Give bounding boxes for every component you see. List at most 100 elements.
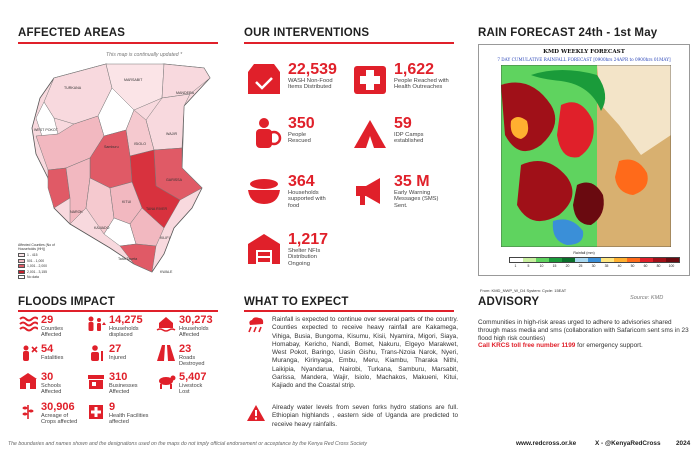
scale-swatch [575,258,588,262]
person-cross-icon [23,345,38,361]
heading-divider [244,42,454,44]
county-label: TURKANA [64,86,82,90]
forecast-rain-patch [510,117,529,139]
cow-icon [159,375,176,389]
impact-crops-affected: 30,906 Acreage of Crops affected [18,402,81,425]
advisory-text: Communities in high-risk areas urged to … [478,319,689,342]
forecast-rain-east [615,159,648,195]
stat-label: Early Warning Messages (SMS) Sent. [394,190,439,209]
stat-value: 30 [41,371,54,383]
stat-value: 29 [41,314,54,326]
legend-label: No data [27,275,39,280]
expect-rainfall: Rainfall is expected to continue over se… [246,316,458,391]
legend-swatch [18,269,25,274]
stat-label: IDP Camps established [394,132,424,145]
injured-person-icon [91,345,103,361]
stat-value: 1,217 [288,231,329,248]
scale-tick-label: 30 [591,264,596,268]
forecast-rain-patch-south [552,219,584,245]
stat-label: Injured [109,355,127,361]
legend-label: 1 - 415 [27,253,38,257]
legend-item: No data [18,275,64,280]
scale-swatch [601,258,614,262]
stat-label: Households displaced [109,326,139,339]
what-to-expect-heading: WHAT TO EXPECT [244,296,349,308]
legend-swatch [18,253,25,257]
county-label: KITUI [122,200,132,204]
advisory-call: Call KRCS toll free number 1199 for emer… [478,342,690,350]
food-bowl-icon [248,179,280,204]
legend-item: 1,001 - 2,000 [18,264,64,269]
intervention-people-rescued: 350 People Rescued [246,116,328,150]
medical-cross-icon [354,66,386,94]
impact-schools-affected: 30 Schools Affected [18,372,75,395]
stat-label: Health Facilities affected [109,413,149,426]
warning-icon [247,405,265,421]
forecast-color-scale [509,257,680,263]
stat-label: Livestock Lost [179,383,203,396]
county-label: MANDERA [176,91,194,95]
stat-value: 14,275 [109,314,143,326]
rain-cloud-icon [248,317,264,333]
forecast-title: KMD WEEKLY FORECAST [543,49,625,55]
legend-label: 1,001 - 2,000 [27,264,47,269]
county-label: ISIOLO [134,142,146,146]
forecast-rainfall-field [501,65,671,247]
displaced-family-icon [88,316,106,331]
expect-rainfall-text: Rainfall is expected to continue over se… [272,316,458,390]
stat-value: 1,622 [394,61,435,78]
scale-swatch [549,258,562,262]
map-update-note: This map is continually updated * [106,52,183,58]
footer-disclaimer: The boundaries and names shown and the d… [8,441,368,447]
intervention-idp-camps: 59 IDP Camps established [352,116,434,150]
county-label: KAJIADO [94,226,110,230]
impact-households-displaced: 14,275 Households displaced [86,315,149,338]
intervention-wash-nfi: 22,539 WASH Non-Food Items Distributed [246,62,344,96]
scale-swatch [653,258,666,262]
map-legend: Affected Counties (No of Households (HH)… [18,243,64,281]
scale-swatch [666,258,679,262]
scale-tick-label: 20 [565,264,570,268]
stat-label: Households supported with food [288,190,326,209]
scale-swatch [562,258,575,262]
intervention-food-support: 364 Households supported with food [246,174,332,209]
affected-areas-heading: AFFECTED AREAS [18,27,126,39]
county-label: Taita Taveta [118,257,138,261]
county-label: WEST POKOT [34,128,58,132]
stat-value: 35 M [394,173,430,190]
stat-label: Acreage of Crops affected [41,413,78,426]
intervention-health-outreach: 1,622 People Reached with Health Outreach… [352,62,456,96]
impact-injured: 27 Injured [86,344,143,362]
advisory-heading: ADVISORY [478,296,540,308]
legend-label: 501 - 1,000 [27,258,45,263]
stat-label: WASH Non-Food Items Distributed [288,78,333,91]
stat-label: Businesses Affected [109,383,138,396]
forecast-source: Source: KMD [630,295,664,301]
interventions-heading: OUR INTERVENTIONS [244,27,370,39]
scale-tick-label: 5 [527,264,530,268]
legend-swatch [18,258,25,263]
stat-value: 23 [179,343,192,355]
stat-value: 27 [109,343,122,355]
expect-water-levels-text: Already water levels from seven forks hy… [272,404,458,428]
stat-value: 364 [288,173,315,190]
stat-value: 5,407 [179,371,207,383]
scale-tick-label: 1 [514,264,517,268]
rescuer-icon [256,118,282,148]
stat-label: Households Affected [179,326,209,339]
scale-tick-label: 40 [617,264,622,268]
stat-label: Schools Affected [41,383,62,396]
forecast-heavy-rain-central [557,102,594,158]
stat-label: Counties Affected [41,326,64,339]
footer-social-handle[interactable]: X - @KenyaRedCross [595,440,661,447]
county-label: Samburu [104,145,119,149]
county-label: GARISSA [166,178,182,182]
county-lake-cluster [47,167,71,209]
footer-website-link[interactable]: www.redcross.or.ke [516,440,577,447]
forecast-scale-label: Rainfall (mm) [573,251,595,255]
kenya-affected-counties-map [31,63,211,273]
stat-value: 30,906 [41,401,75,413]
impact-health-facilities: 9 Health Facilities affected [86,402,149,425]
heading-divider [18,42,218,44]
county-kwale [119,243,157,273]
